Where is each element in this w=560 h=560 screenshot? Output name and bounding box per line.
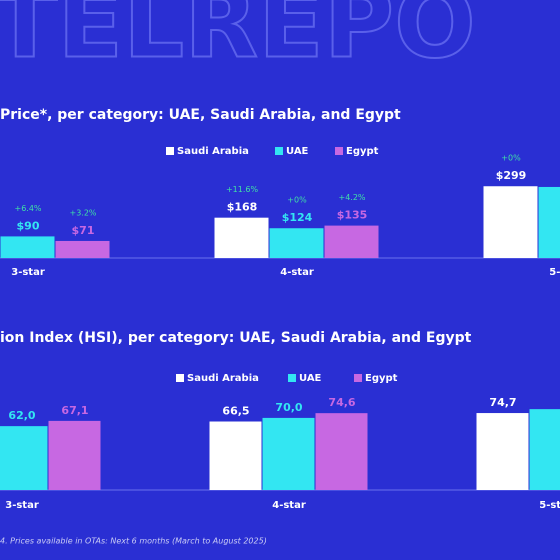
bar xyxy=(214,217,269,258)
chart-title: ion Index (HSI), per category: UAE, Saud… xyxy=(0,330,472,346)
legend-swatch xyxy=(288,374,296,382)
bar xyxy=(269,228,324,258)
value-label: $71 xyxy=(72,224,95,237)
change-label: +3.2% xyxy=(69,208,96,217)
chart-title: Price*, per category: UAE, Saudi Arabia,… xyxy=(0,107,401,123)
value-label: $90 xyxy=(17,219,40,232)
value-label: 66,5 xyxy=(222,405,249,418)
value-label: $168 xyxy=(227,201,258,214)
value-label: 62,0 xyxy=(8,409,35,422)
value-label: 74,7 xyxy=(489,396,516,409)
value-label: $124 xyxy=(282,211,313,224)
bar xyxy=(483,186,538,258)
footnote: 4. Prices available in OTAs: Next 6 mont… xyxy=(0,537,267,546)
value-label: $299 xyxy=(496,169,527,182)
bar xyxy=(324,225,379,258)
category-label: 3-star xyxy=(11,267,45,278)
legend-label: UAE xyxy=(286,146,309,157)
legend-label: Saudi Arabia xyxy=(177,146,249,157)
legend-label: Egypt xyxy=(346,146,379,157)
change-label: +0% xyxy=(501,154,521,163)
bar xyxy=(476,413,529,490)
legend-swatch xyxy=(335,147,343,155)
bar xyxy=(209,421,262,490)
change-label: +4.2% xyxy=(338,193,365,202)
legend-swatch xyxy=(354,374,362,382)
value-label: 67,1 xyxy=(61,404,88,417)
legend-label: Saudi Arabia xyxy=(187,373,259,384)
category-label: 5-star xyxy=(539,500,560,511)
category-label: 4-star xyxy=(280,267,314,278)
category-label: 4-star xyxy=(272,500,306,511)
legend-swatch xyxy=(166,147,174,155)
bar xyxy=(48,420,101,490)
bar xyxy=(55,240,110,258)
change-label: +11.6% xyxy=(226,185,259,194)
bar xyxy=(315,413,368,490)
bar xyxy=(538,186,560,258)
bar xyxy=(262,417,315,490)
legend-swatch xyxy=(176,374,184,382)
bar xyxy=(0,236,55,258)
change-label: +6.4% xyxy=(14,204,41,213)
value-label: $135 xyxy=(337,209,368,222)
category-label: 5-star xyxy=(549,267,560,278)
value-label: 70,0 xyxy=(275,401,302,414)
watermark: TELREPO xyxy=(0,0,476,79)
bar xyxy=(0,426,48,490)
legend-label: Egypt xyxy=(365,373,398,384)
legend-swatch xyxy=(275,147,283,155)
value-label: 74,6 xyxy=(328,396,355,409)
change-label: +0% xyxy=(287,196,307,205)
bar xyxy=(529,409,560,490)
legend-label: UAE xyxy=(299,373,322,384)
category-label: 3-star xyxy=(5,500,39,511)
